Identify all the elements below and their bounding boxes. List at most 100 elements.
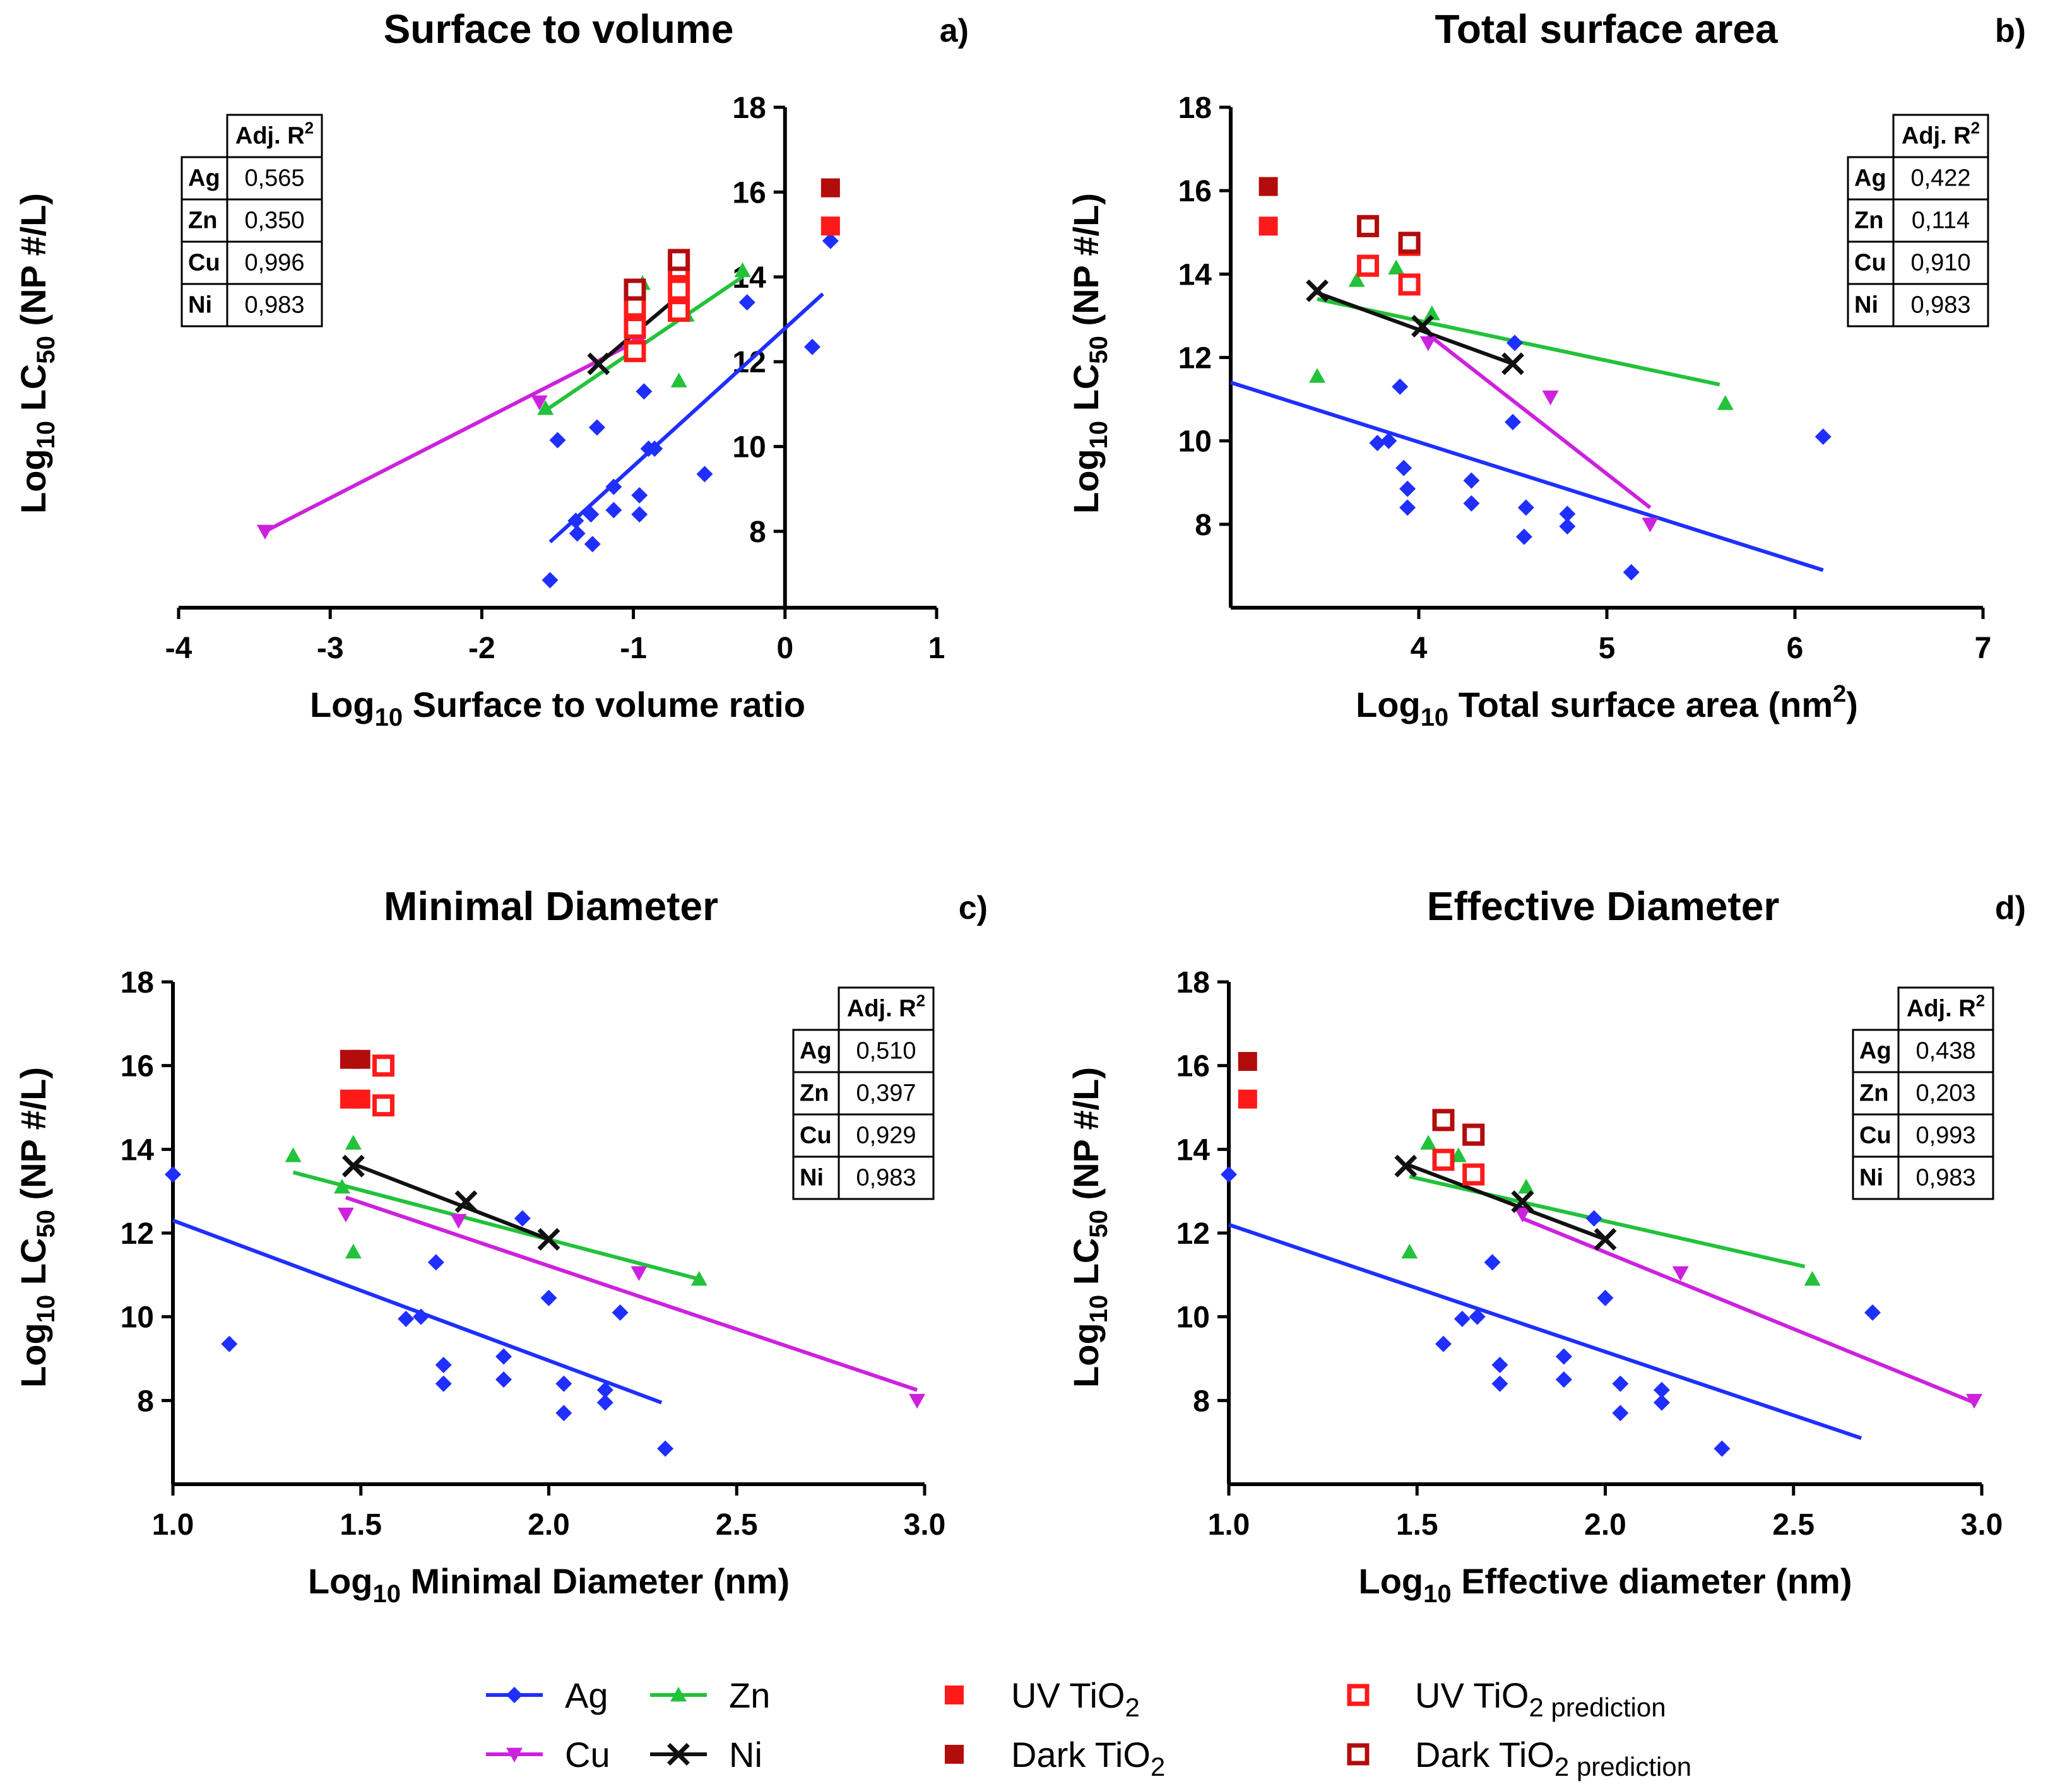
- point-ag: [596, 1394, 613, 1411]
- chart-title: Effective Diameter: [1427, 883, 1779, 929]
- legend-item-cu: Cu: [486, 1735, 610, 1774]
- point-zn: [345, 1243, 362, 1259]
- table-r2-value: 0,983: [1915, 1165, 1975, 1191]
- table-element-label: Cu: [1859, 1123, 1891, 1149]
- point-ag: [567, 512, 584, 529]
- point-zn: [734, 262, 751, 278]
- fit-line-cu: [1522, 1217, 1975, 1405]
- x-tick-label: 2.5: [1772, 1508, 1814, 1542]
- legend-label: Ni: [729, 1735, 762, 1774]
- point-ag: [583, 506, 600, 523]
- x-tick-label: 1.5: [340, 1508, 382, 1542]
- chart-title: Surface to volume: [384, 6, 734, 52]
- y-tick-label: 16: [121, 1050, 154, 1083]
- table-cell: [1897, 1029, 1994, 1073]
- point-ag: [540, 1289, 557, 1306]
- chart-panel-a: Surface to volumea)-4-3-2-10181012141618…: [13, 6, 969, 731]
- point-cu: [531, 395, 548, 411]
- point-ag: [555, 1375, 572, 1392]
- r2-table: Adj. R2 Ag 0,565 Zn 0,350 Cu 0,996 Ni 0,983: [181, 114, 323, 328]
- legend-label: Cu: [565, 1735, 610, 1774]
- y-tick-label: 18: [121, 966, 154, 1000]
- point-ag: [1506, 334, 1523, 351]
- point-uv: [820, 216, 840, 236]
- x-tick-label: 1.5: [1396, 1508, 1438, 1542]
- point-ag: [413, 1308, 430, 1325]
- panel-letter: c): [959, 890, 988, 926]
- point-ag: [1597, 1289, 1614, 1306]
- point-ag: [1392, 378, 1409, 395]
- table-cell: [792, 1155, 840, 1200]
- point-ag: [1395, 459, 1412, 476]
- table-r2-value: 0,993: [1915, 1123, 1975, 1149]
- legend-label: Zn: [729, 1675, 770, 1715]
- table-r2-value: 0,397: [856, 1080, 916, 1107]
- x-tick-label: 1: [928, 632, 945, 665]
- table-cell: [838, 1155, 935, 1200]
- table-element-label: Zn: [188, 208, 217, 234]
- table-element-label: Ni: [800, 1165, 824, 1191]
- point-ag: [1555, 1348, 1572, 1365]
- point-ag: [588, 419, 605, 436]
- point-darkpred: [624, 278, 646, 301]
- fit-line-ni: [1405, 1162, 1606, 1241]
- point-ag: [646, 440, 663, 457]
- point-ag: [1491, 1375, 1508, 1392]
- legend-label: Dark TiO2 prediction: [1415, 1735, 1691, 1781]
- point-ag: [1221, 1166, 1237, 1183]
- point-ag: [1623, 564, 1640, 581]
- legend-marker-uvpred: [1347, 1684, 1370, 1706]
- point-ag: [1484, 1254, 1501, 1271]
- legend-marker-ni: [667, 1743, 690, 1766]
- point-ag: [495, 1348, 512, 1365]
- table-cell: [838, 1113, 935, 1158]
- fit-line-zn: [292, 1170, 700, 1281]
- table-element-label: Ag: [800, 1038, 832, 1065]
- table-element-label: Ag: [1859, 1038, 1891, 1065]
- x-axis-label: Log10 Effective diameter (nm): [1359, 1561, 1852, 1608]
- point-ag: [1864, 1304, 1881, 1321]
- chart-panels: Surface to volumea)-4-3-2-10181012141618…: [13, 6, 2026, 1608]
- point-ag: [435, 1356, 452, 1373]
- point-ag: [1469, 1308, 1486, 1325]
- table-header: Adj. R2: [847, 991, 925, 1022]
- point-ag: [427, 1254, 444, 1271]
- point-ag: [495, 1371, 512, 1388]
- fit-line-ni: [352, 1162, 550, 1241]
- point-uv: [351, 1089, 370, 1109]
- legend: Ag Zn Cu Ni UV TiO2 Dark TiO2 UV TiO2 predicti…: [486, 1675, 1691, 1781]
- point-darkpred: [1357, 215, 1380, 237]
- point-dark: [1238, 1052, 1257, 1072]
- point-ni: [537, 1228, 560, 1251]
- table-r2-value: 0,350: [244, 208, 304, 234]
- x-tick-label: 2.5: [716, 1508, 758, 1542]
- legend-marker-ag: [506, 1687, 523, 1703]
- point-cu: [630, 1266, 648, 1282]
- point-cu: [1514, 1207, 1531, 1223]
- point-ag: [1435, 1335, 1452, 1352]
- point-dark: [351, 1049, 370, 1069]
- point-zn: [1804, 1270, 1821, 1286]
- point-dark: [820, 178, 840, 198]
- panel-letter: d): [1995, 890, 2026, 926]
- point-ag: [1559, 505, 1576, 523]
- point-uv: [1258, 216, 1278, 236]
- table-cell: [226, 283, 323, 328]
- chart-panel-c: Minimal Diameter c) 1.0 1.5 2.0 2.5 3.0 8 10 12 14…: [13, 883, 988, 1608]
- y-tick-label: 18: [1176, 966, 1210, 1000]
- r2-table: Adj. R2 Ag 0,422 Zn 0,114 Cu 0,910 Ni 0,983: [1847, 114, 1989, 328]
- fit-line-cu: [345, 1195, 918, 1392]
- table-cell: [1847, 198, 1895, 243]
- point-ag: [1559, 518, 1576, 535]
- table-element-label: Zn: [800, 1080, 829, 1107]
- chart-title: Total surface area: [1435, 6, 1777, 52]
- r2-table: Adj. R2 Ag 0,510 Zn 0,397 Cu 0,929 Ni 0,983: [792, 986, 935, 1200]
- point-cu: [337, 1207, 354, 1223]
- point-ag: [1585, 1210, 1602, 1227]
- point-darkpred: [668, 249, 690, 271]
- x-tick-label: 5: [1599, 632, 1616, 665]
- table-element-label: Ni: [1859, 1165, 1883, 1191]
- y-tick-label: 14: [1178, 258, 1212, 292]
- chart-panel-d: Effective Diameter d) 1.0 1.5 2.0 2.5 3.0 8 10 12…: [1066, 883, 2026, 1608]
